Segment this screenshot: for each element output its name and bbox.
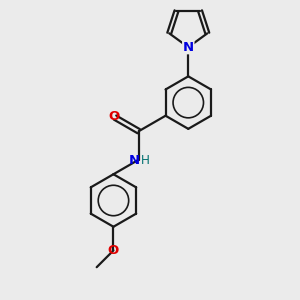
Text: O: O	[108, 110, 119, 123]
Text: O: O	[108, 244, 119, 257]
Text: N: N	[183, 41, 194, 54]
Text: N: N	[128, 154, 140, 167]
Text: N: N	[183, 41, 194, 54]
Text: H: H	[141, 154, 150, 167]
